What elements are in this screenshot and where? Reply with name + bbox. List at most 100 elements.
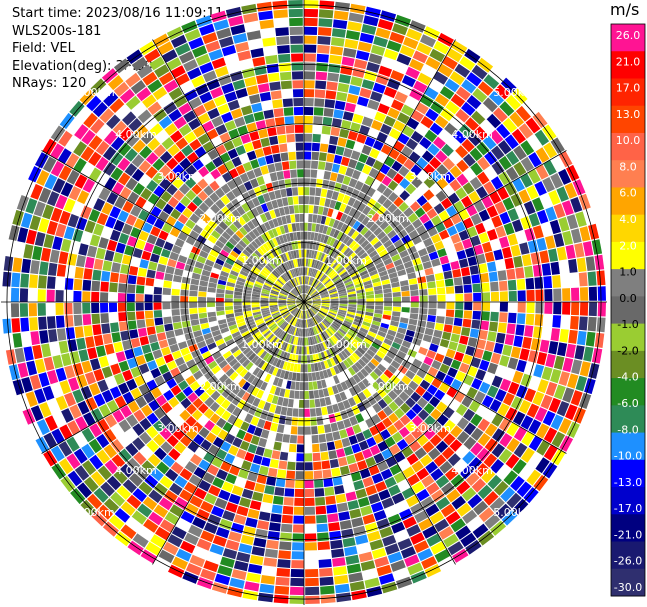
velocity-gate xyxy=(215,176,226,187)
velocity-gate xyxy=(372,140,384,151)
velocity-gate xyxy=(170,385,182,396)
velocity-gate xyxy=(174,268,184,277)
velocity-gate xyxy=(253,537,267,548)
velocity-gate xyxy=(339,303,348,307)
velocity-gate xyxy=(245,280,254,286)
velocity-gate xyxy=(180,435,192,447)
velocity-gate xyxy=(383,48,399,61)
velocity-gate xyxy=(320,188,328,198)
velocity-gate xyxy=(309,327,313,336)
velocity-gate xyxy=(146,234,158,245)
velocity-gate xyxy=(349,416,358,426)
velocity-gate xyxy=(232,246,242,255)
velocity-gate xyxy=(369,148,380,159)
velocity-gate xyxy=(412,50,428,64)
velocity-gate xyxy=(326,189,334,199)
velocity-gate xyxy=(424,415,436,427)
velocity-gate xyxy=(466,387,478,399)
velocity-gate xyxy=(236,280,245,286)
velocity-gate xyxy=(279,541,292,551)
velocity-gate xyxy=(290,35,303,44)
velocity-gate xyxy=(228,493,241,505)
velocity-gate xyxy=(340,410,349,420)
velocity-gate xyxy=(336,221,344,231)
velocity-gate xyxy=(407,272,417,280)
velocity-gate xyxy=(166,360,177,371)
velocity-gate xyxy=(331,191,339,201)
velocity-gate xyxy=(39,330,49,344)
velocity-gate xyxy=(222,548,238,560)
velocity-gate xyxy=(410,302,419,308)
velocity-gate xyxy=(113,469,128,484)
velocity-gate xyxy=(274,283,282,289)
velocity-gate xyxy=(408,229,419,240)
velocity-gate xyxy=(90,358,101,371)
velocity-gate xyxy=(153,433,166,447)
velocity-gate xyxy=(272,153,282,163)
velocity-gate xyxy=(389,464,402,476)
velocity-gate xyxy=(339,295,348,299)
velocity-gate xyxy=(441,331,452,341)
velocity-gate xyxy=(164,490,178,503)
velocity-gate xyxy=(131,168,145,182)
velocity-gate xyxy=(426,321,435,329)
velocity-gate xyxy=(169,251,179,261)
velocity-gate xyxy=(497,322,507,334)
velocity-gate xyxy=(274,315,282,321)
velocity-gate xyxy=(332,239,339,248)
velocity-gate xyxy=(385,333,395,342)
velocity-gate xyxy=(375,262,385,270)
velocity-gate xyxy=(426,482,440,495)
velocity-gate xyxy=(284,313,291,320)
velocity-gate xyxy=(245,349,254,358)
velocity-gate xyxy=(117,302,126,312)
velocity-gate xyxy=(361,216,371,226)
velocity-gate xyxy=(211,57,226,69)
velocity-gate xyxy=(321,294,329,298)
velocity-gate xyxy=(562,288,571,301)
velocity-gate xyxy=(230,346,240,354)
velocity-gate xyxy=(25,198,38,214)
velocity-gate xyxy=(226,392,236,403)
velocity-gate xyxy=(197,415,209,426)
velocity-gate xyxy=(260,304,269,307)
velocity-gate xyxy=(251,299,260,302)
velocity-gate xyxy=(262,313,271,318)
velocity-gate xyxy=(308,309,314,317)
velocity-gate xyxy=(267,333,275,341)
velocity-gate xyxy=(278,295,287,299)
velocity-gate xyxy=(194,355,204,364)
velocity-gate xyxy=(381,581,398,594)
velocity-gate xyxy=(410,502,424,515)
velocity-gate xyxy=(235,164,246,175)
velocity-gate xyxy=(565,343,576,359)
velocity-gate xyxy=(304,302,307,310)
velocity-gate xyxy=(447,137,461,151)
velocity-gate xyxy=(341,437,351,448)
velocity-gate xyxy=(297,337,301,346)
velocity-gate xyxy=(204,396,215,408)
velocity-gate xyxy=(421,556,438,570)
velocity-gate xyxy=(260,305,269,309)
velocity-gate xyxy=(20,317,30,332)
velocity-gate xyxy=(414,263,424,272)
velocity-gate xyxy=(312,279,317,287)
velocity-gate xyxy=(234,287,243,293)
velocity-gate xyxy=(320,321,328,329)
velocity-gate xyxy=(341,474,353,484)
velocity-gate xyxy=(96,172,110,187)
velocity-gate xyxy=(456,502,472,517)
velocity-gate xyxy=(312,302,321,304)
velocity-gate xyxy=(364,108,377,119)
velocity-gate xyxy=(256,1,272,12)
velocity-gate xyxy=(366,209,376,219)
velocity-gate xyxy=(333,263,341,271)
velocity-gate xyxy=(478,329,488,340)
velocity-gate xyxy=(348,463,359,473)
velocity-gate xyxy=(236,429,246,440)
velocity-gate xyxy=(507,208,519,222)
velocity-gate xyxy=(304,296,310,302)
velocity-gate xyxy=(281,289,289,294)
velocity-gate xyxy=(215,199,226,210)
velocity-gate xyxy=(545,353,556,368)
